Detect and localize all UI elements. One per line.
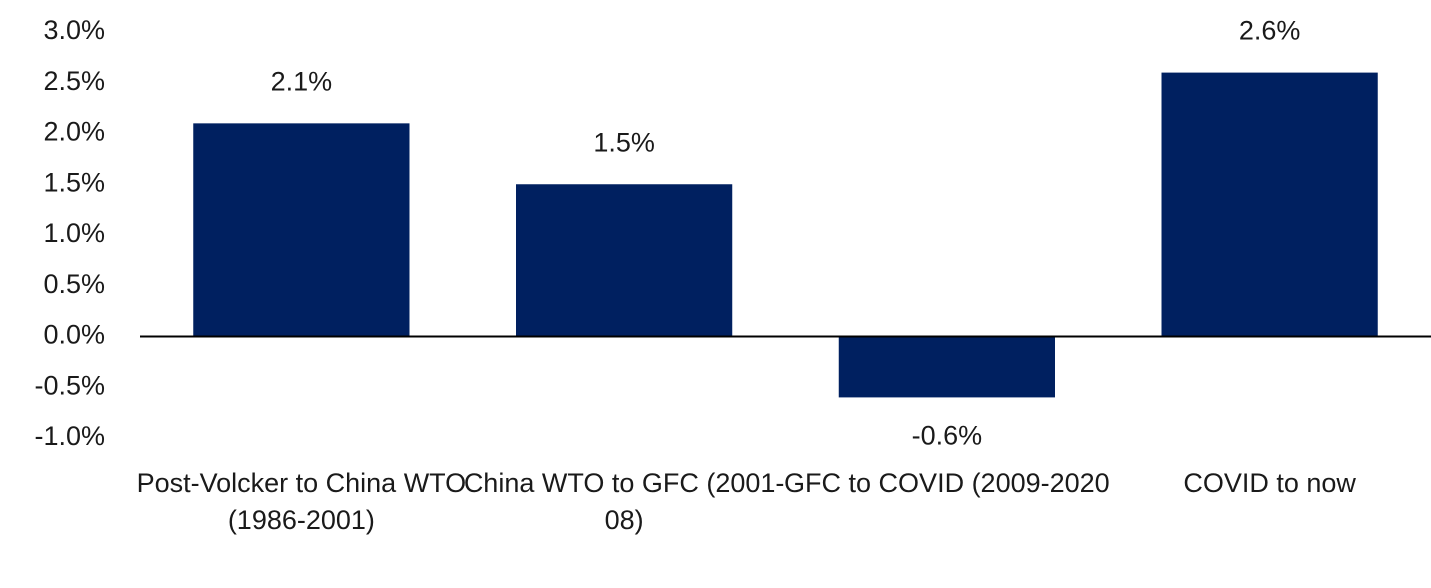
x-tick-label: China WTO to GFC (2001-08): [463, 468, 785, 535]
bar: [516, 184, 733, 337]
bar: [1161, 72, 1378, 337]
value-label: 2.1%: [271, 66, 333, 96]
y-tick-label: -1.0%: [34, 421, 105, 451]
y-tick-label: 0.5%: [43, 269, 105, 299]
y-tick-label: 3.0%: [43, 15, 105, 45]
y-tick-label: 1.0%: [43, 218, 105, 248]
x-tick-label: GFC to COVID (2009-2020: [784, 468, 1110, 498]
bar: [193, 123, 410, 337]
value-label: 1.5%: [593, 127, 655, 157]
y-tick-label: 1.5%: [43, 167, 105, 197]
bar: [838, 336, 1055, 398]
value-label: 2.6%: [1239, 16, 1301, 46]
x-tick-label: COVID to now: [1183, 468, 1356, 498]
y-tick-label: 0.0%: [43, 320, 105, 350]
y-tick-label: -0.5%: [34, 370, 105, 400]
y-tick-label: 2.0%: [43, 117, 105, 147]
y-tick-label: 2.5%: [43, 66, 105, 96]
x-tick-label: Post-Volcker to China WTO (1986-2001): [136, 468, 467, 535]
value-label: -0.6%: [912, 421, 983, 451]
